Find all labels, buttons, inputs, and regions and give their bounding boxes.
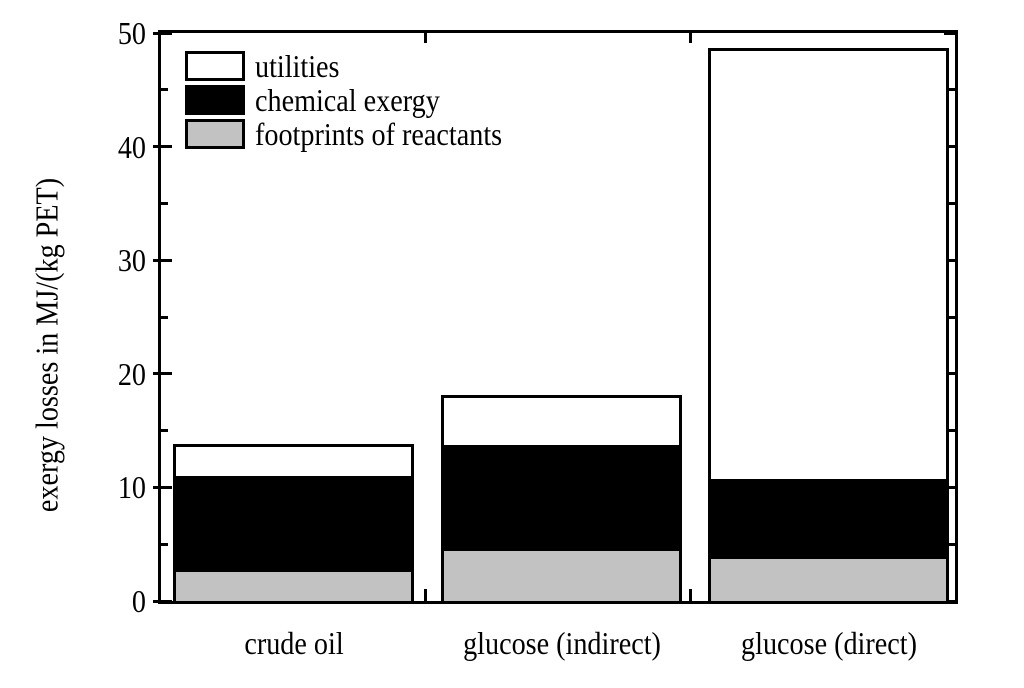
y-tick-minor xyxy=(948,315,955,319)
y-tick-minor xyxy=(161,542,168,546)
x-boundary-tick xyxy=(424,589,428,601)
x-boundary-tick xyxy=(688,589,692,601)
y-tick-label: 50 xyxy=(117,15,146,51)
bar-segment-footprints-of-reactants xyxy=(444,551,679,601)
y-tick-minor xyxy=(161,88,168,92)
y-tick-major xyxy=(944,258,955,262)
legend-swatch-chemical-exergy xyxy=(185,85,245,115)
x-boundary-tick xyxy=(688,33,692,43)
y-tick-major xyxy=(161,599,172,603)
y-tick-major xyxy=(153,485,158,489)
y-tick-minor xyxy=(948,429,955,433)
y-tick-minor xyxy=(161,315,168,319)
y-tick-major xyxy=(153,31,158,35)
y-tick-minor xyxy=(161,201,168,205)
legend-label-utilities: utilities xyxy=(255,48,340,84)
legend-label-chemical-exergy: chemical exergy xyxy=(255,82,440,118)
y-tick-label: 0 xyxy=(131,583,146,619)
y-tick-major xyxy=(944,31,955,35)
y-tick-minor xyxy=(161,429,168,433)
y-tick-major xyxy=(161,258,172,262)
y-tick-major xyxy=(153,258,158,262)
bar-glucose-indirect xyxy=(441,395,682,601)
x-category-label-crude-oil: crude oil xyxy=(243,625,344,661)
x-category-label-glucose-direct: glucose (direct) xyxy=(740,625,917,661)
y-tick-label: 30 xyxy=(117,242,146,279)
bar-segment-footprints-of-reactants xyxy=(711,559,946,601)
y-tick-label: 10 xyxy=(117,469,146,506)
y-tick-major xyxy=(944,485,955,489)
y-tick-major xyxy=(161,485,172,489)
y-tick-minor xyxy=(948,88,955,92)
y-tick-major xyxy=(153,599,158,603)
y-tick-label: 20 xyxy=(117,355,146,392)
legend-label-footprints-of-reactants: footprints of reactants xyxy=(255,116,503,152)
y-tick-major xyxy=(161,372,172,376)
plot-frame: utilities chemical exergy footprints of re… xyxy=(153,30,958,604)
y-tick-major xyxy=(161,145,172,149)
x-boundary-tick xyxy=(424,33,428,43)
y-tick-minor xyxy=(948,201,955,205)
legend-swatch-utilities xyxy=(185,51,245,81)
bar-segment-footprints-of-reactants xyxy=(176,571,411,601)
bar-glucose-direct xyxy=(708,47,949,601)
y-tick-major xyxy=(944,599,955,603)
bar-crude-oil xyxy=(173,444,414,601)
y-axis-title: exergy losses in MJ/(kg PET) xyxy=(28,177,65,513)
y-tick-major xyxy=(944,145,955,149)
y-tick-label: 40 xyxy=(117,128,146,165)
y-tick-minor xyxy=(948,542,955,546)
legend-swatch-footprints-of-reactants xyxy=(185,119,245,149)
y-tick-major xyxy=(153,372,158,376)
y-tick-major xyxy=(944,372,955,376)
y-tick-major xyxy=(153,145,158,149)
x-category-label-glucose-indirect: glucose (indirect) xyxy=(462,625,661,661)
y-tick-major xyxy=(161,31,172,35)
